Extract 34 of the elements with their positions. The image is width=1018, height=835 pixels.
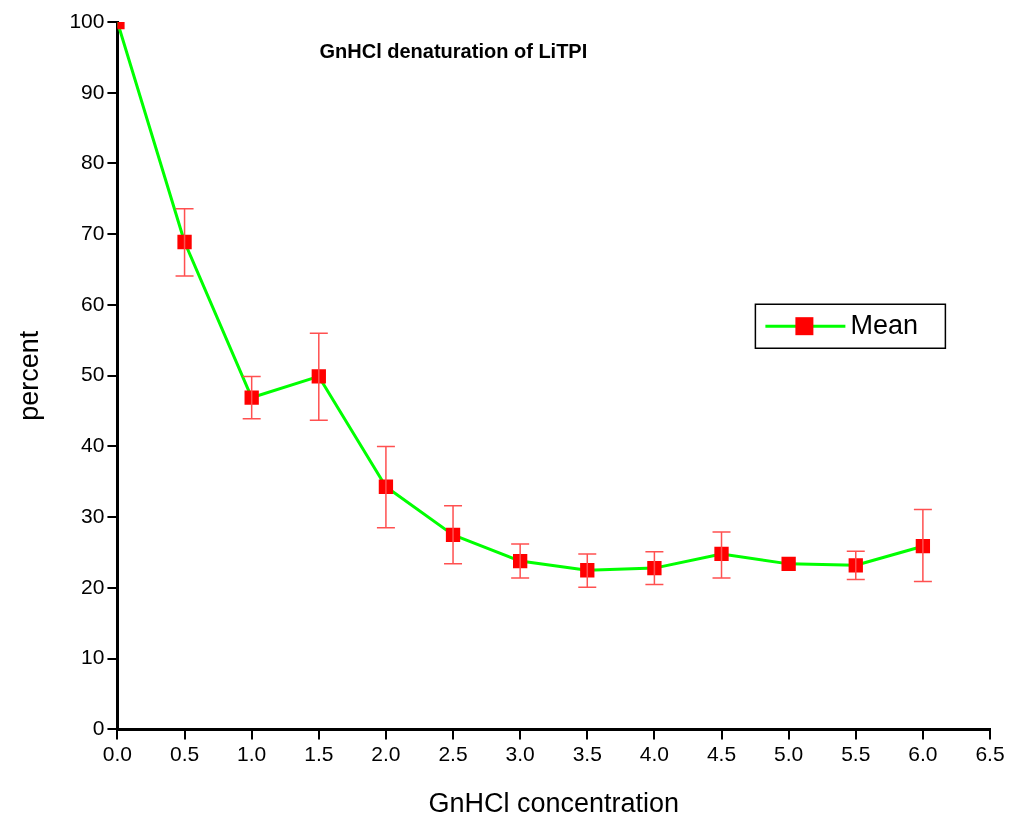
y-axis-title: percent [13, 330, 44, 421]
y-tick-label: 90 [81, 79, 105, 103]
x-axis-title: GnHCl concentration [428, 788, 680, 819]
legend-label: Mean [850, 309, 918, 340]
y-tick-label: 80 [81, 150, 105, 174]
x-tick-label: 0.5 [169, 741, 200, 765]
x-tick-label: 1.0 [237, 741, 267, 765]
point [647, 560, 662, 576]
x-tick-label: 6.0 [908, 741, 938, 765]
y-tick-label: 100 [69, 8, 105, 32]
x-tick-label: 0.0 [102, 741, 133, 765]
y-tick-label: 10 [81, 645, 105, 669]
y-tick-label: 50 [81, 362, 105, 386]
x-tick-label: 4.0 [639, 741, 669, 765]
point [781, 556, 796, 572]
y-tick-label: 40 [81, 433, 105, 457]
x-tick-label: 3.0 [505, 741, 535, 765]
x-tick-label: 6.5 [975, 741, 1005, 765]
x-tick-label: 1.5 [304, 741, 334, 765]
y-tick-label: 30 [81, 503, 105, 527]
y-tick-label: 0 [92, 716, 105, 740]
x-tick-label: 4.5 [706, 741, 737, 765]
y-tick-label: 70 [81, 221, 105, 245]
y-tick-label: 20 [81, 574, 105, 598]
point [177, 234, 192, 250]
y-tick-label: 60 [81, 291, 105, 315]
x-tick-label: 5.0 [774, 741, 804, 765]
text: GnHCl denaturation of LiTPI [319, 39, 588, 62]
x-tick-label: 2.5 [438, 741, 468, 765]
x-tick-label: 3.5 [572, 741, 602, 765]
point [244, 390, 259, 405]
point [580, 563, 595, 578]
x-tick-label: 5.5 [841, 741, 871, 765]
x-tick-label: 2.0 [371, 741, 401, 765]
